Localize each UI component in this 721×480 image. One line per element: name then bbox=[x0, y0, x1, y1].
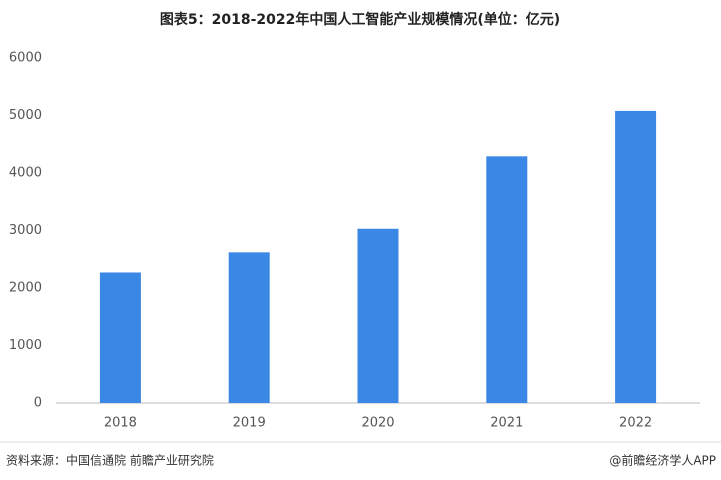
credit: @前瞻经济学人APP bbox=[609, 453, 716, 468]
bar bbox=[615, 110, 657, 404]
chart-title: 图表5：2018-2022年中国人工智能产业规模情况(单位：亿元) bbox=[160, 11, 560, 28]
x-tick-label: 2021 bbox=[490, 416, 523, 431]
bar bbox=[228, 252, 270, 403]
y-tick-label: 0 bbox=[34, 396, 42, 411]
bar bbox=[486, 156, 528, 403]
x-tick-label: 2022 bbox=[619, 416, 652, 431]
y-tick-label: 6000 bbox=[9, 51, 42, 66]
y-tick-label: 4000 bbox=[9, 166, 42, 181]
y-tick-label: 3000 bbox=[9, 223, 42, 238]
x-tick-label: 2018 bbox=[104, 416, 137, 431]
y-tick-label: 5000 bbox=[9, 108, 42, 123]
source: 资料来源：中国信通院 前瞻产业研究院 bbox=[6, 453, 214, 468]
y-tick-label: 2000 bbox=[9, 281, 42, 296]
x-tick-label: 2020 bbox=[361, 416, 394, 431]
y-tick-label: 1000 bbox=[9, 338, 42, 353]
bar bbox=[357, 228, 399, 403]
bar bbox=[99, 272, 141, 403]
x-tick-label: 2019 bbox=[233, 416, 266, 431]
